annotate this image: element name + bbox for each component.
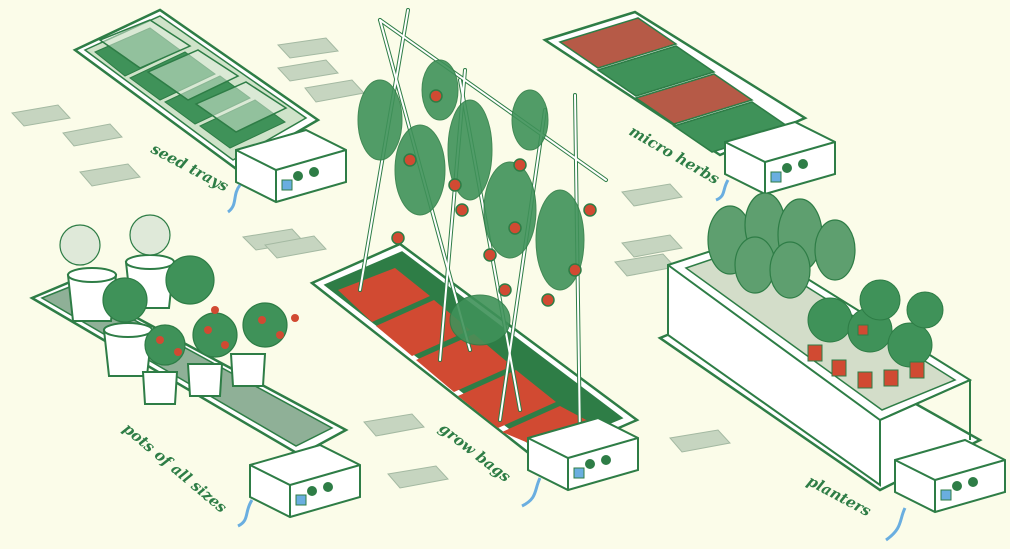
pots-system bbox=[29, 214, 361, 528]
seed-trays-system bbox=[72, 8, 347, 214]
micro-herbs-system bbox=[542, 10, 836, 202]
label-pots-of-all-sizes: pots of all sizes bbox=[119, 419, 230, 517]
floor-tiles bbox=[11, 37, 731, 489]
grow-bags-system bbox=[309, 8, 640, 508]
planters-system bbox=[657, 192, 1006, 542]
